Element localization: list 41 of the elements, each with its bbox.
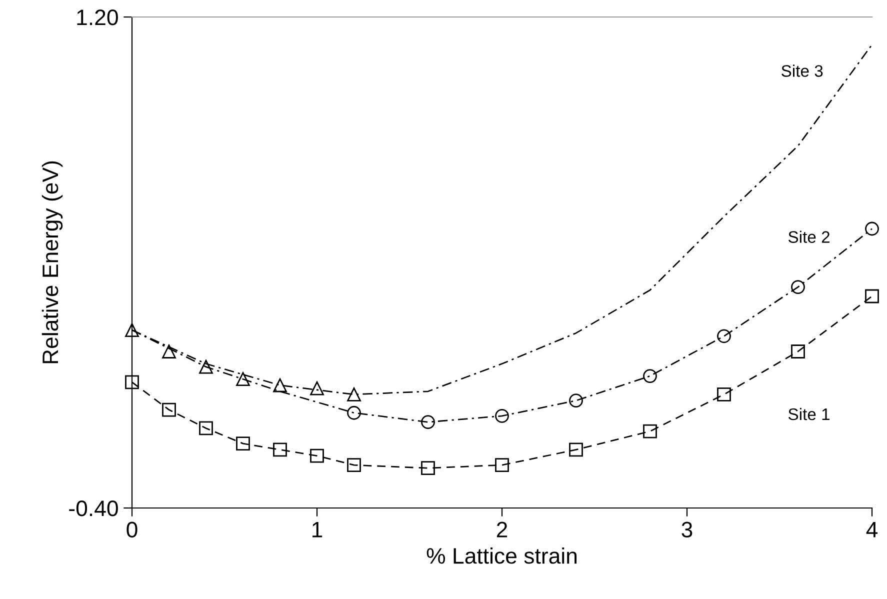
point: [569, 394, 583, 408]
x-tick-label: 0: [126, 522, 138, 538]
x-axis-title: % Lattice strain: [426, 547, 577, 564]
point: [791, 280, 805, 294]
point: [273, 442, 287, 457]
point: [347, 388, 361, 402]
point: [717, 388, 731, 402]
point: [791, 344, 805, 358]
point: [569, 442, 583, 457]
point: [643, 369, 657, 383]
point: [125, 323, 139, 337]
point: [310, 381, 324, 396]
x-tick-label: 2: [496, 522, 508, 538]
point: [347, 458, 361, 472]
point: [273, 378, 287, 392]
x-tick-label: 1: [312, 522, 322, 538]
point: [495, 408, 509, 423]
series-label: Site 3: [782, 64, 823, 77]
x-tick-label: 3: [682, 522, 692, 538]
point: [236, 436, 250, 450]
point: [865, 222, 879, 236]
point: [495, 458, 509, 472]
point: [643, 424, 657, 438]
text: Site 1: [788, 408, 830, 420]
series-label: Site 2: [788, 230, 830, 243]
y-tick-label: -0.40: [69, 500, 118, 516]
point: [236, 372, 250, 386]
y-axis-title: Relative Energy (eV): [42, 161, 63, 364]
x-tick-label: 4: [866, 522, 878, 538]
point: [865, 289, 879, 304]
point: [125, 375, 139, 390]
point: [199, 360, 213, 374]
point: [162, 344, 176, 358]
y-tick-label: 1.20: [77, 10, 118, 26]
point: [421, 415, 435, 430]
point: [421, 461, 435, 476]
point: [199, 421, 213, 436]
point: [310, 448, 324, 463]
point: [162, 402, 176, 417]
point: [717, 329, 731, 344]
point: [347, 406, 361, 420]
